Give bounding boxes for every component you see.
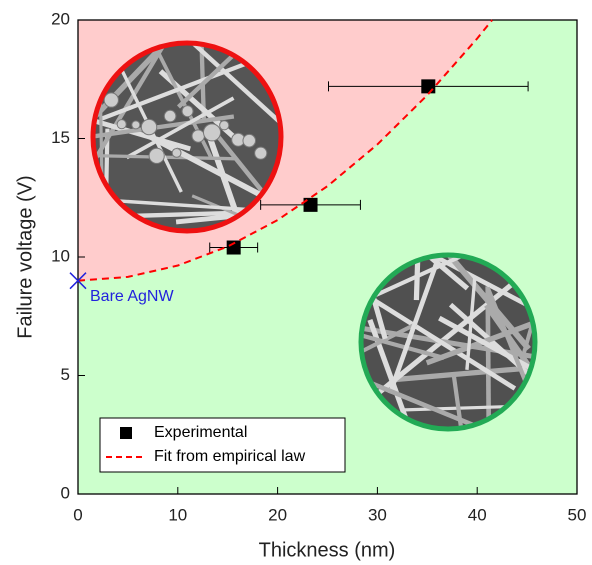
nanoparticle [192,130,204,142]
nanoparticle [104,93,118,107]
nanoparticle [203,124,220,141]
nanoparticle [243,134,256,147]
y-tick-label: 20 [51,9,70,28]
y-tick-label: 10 [51,246,70,265]
x-tick-label: 10 [168,505,187,524]
nanoparticle [220,121,229,130]
x-tick-label: 40 [468,505,487,524]
chart: 0 10 20 30 40 50 0 5 10 15 20 Bare AgNW Experimental… [0,0,592,565]
nanoparticle [149,148,164,163]
y-tick-label: 0 [61,483,70,502]
nanoparticle [132,121,140,129]
nanoparticle [172,148,181,157]
nanoparticle [117,120,126,129]
legend-swatch [120,427,132,439]
x-axis-label: Thickness (nm) [259,539,396,561]
y-tick-label: 15 [51,128,70,147]
y-tick-label: 5 [61,365,70,384]
legend-label: Experimental [154,424,247,441]
nanoparticle [141,119,156,134]
nanoparticle [182,106,193,117]
nanoparticle [164,110,176,122]
data-point [421,79,435,93]
nanoparticle [255,147,267,159]
y-axis-label: Failure voltage (V) [14,175,36,338]
annotation-text: Bare AgNW [90,288,174,305]
x-tick-label: 30 [368,505,387,524]
x-tick-label: 50 [568,505,587,524]
x-tick-label: 0 [73,505,82,524]
x-tick-label: 20 [268,505,287,524]
legend-label: Fit from empirical law [154,448,306,465]
